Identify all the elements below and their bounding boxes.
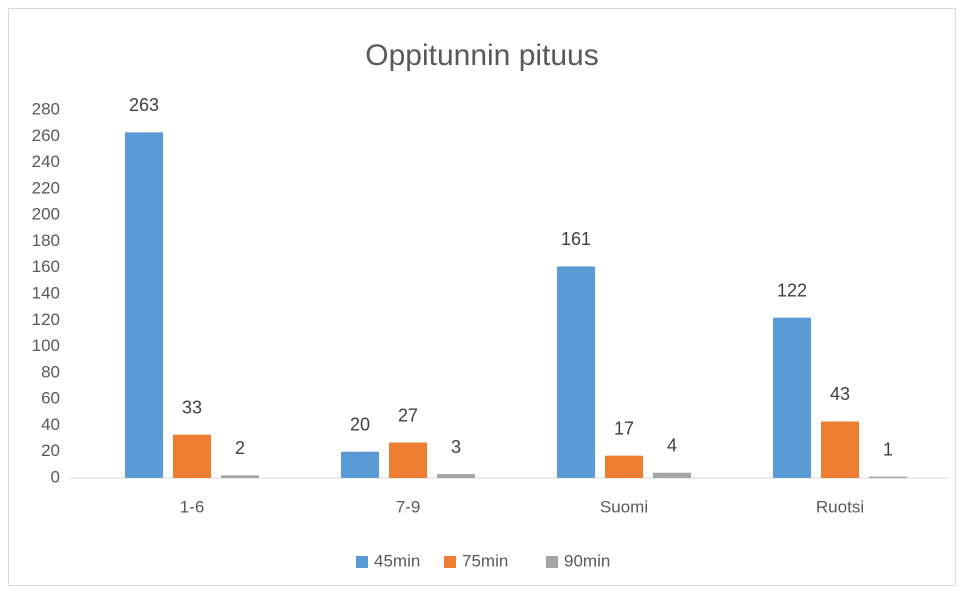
data-label: 263 (129, 95, 159, 115)
x-tick-label: Ruotsi (816, 497, 864, 516)
y-tick-label: 220 (32, 178, 60, 197)
legend-swatch (546, 556, 558, 568)
legend-label: 45min (374, 551, 420, 570)
bar (821, 421, 859, 478)
data-label: 2 (235, 438, 245, 458)
y-tick-label: 40 (41, 415, 60, 434)
legend-swatch (444, 556, 456, 568)
data-label: 27 (398, 405, 418, 425)
y-tick-label: 60 (41, 389, 60, 408)
data-label: 43 (830, 384, 850, 404)
data-label: 1 (883, 439, 893, 459)
bar (389, 442, 427, 478)
y-tick-label: 80 (41, 362, 60, 381)
bar (437, 474, 475, 478)
y-tick-label: 120 (32, 310, 60, 329)
legend-label: 75min (462, 551, 508, 570)
bar (653, 472, 691, 478)
y-tick-label: 180 (32, 231, 60, 250)
bar (341, 451, 379, 478)
data-label: 33 (182, 397, 202, 417)
data-label: 4 (667, 435, 677, 455)
y-tick-label: 100 (32, 336, 60, 355)
legend-label: 90min (564, 551, 610, 570)
chart-frame (8, 8, 956, 586)
legend-swatch (356, 556, 368, 568)
bar (605, 455, 643, 478)
bar (173, 434, 211, 478)
y-tick-label: 0 (51, 467, 60, 486)
x-tick-label: 7-9 (396, 497, 421, 516)
x-tick-label: 1-6 (180, 497, 205, 516)
x-tick-label: Suomi (600, 497, 648, 516)
y-tick-label: 260 (32, 126, 60, 145)
chart-title: Oppitunnin pituus (365, 39, 599, 72)
data-label: 17 (614, 418, 634, 438)
bar (869, 476, 907, 478)
y-tick-label: 140 (32, 283, 60, 302)
y-tick-label: 160 (32, 257, 60, 276)
bar (125, 132, 163, 479)
bar (557, 266, 595, 478)
y-tick-label: 200 (32, 205, 60, 224)
bar (221, 475, 259, 478)
y-tick-label: 20 (41, 441, 60, 460)
data-label: 122 (777, 280, 807, 300)
y-tick-label: 240 (32, 152, 60, 171)
data-label: 20 (350, 414, 370, 434)
bar (773, 317, 811, 478)
y-tick-label: 280 (32, 99, 60, 118)
data-label: 161 (561, 229, 591, 249)
data-label: 3 (451, 437, 461, 457)
